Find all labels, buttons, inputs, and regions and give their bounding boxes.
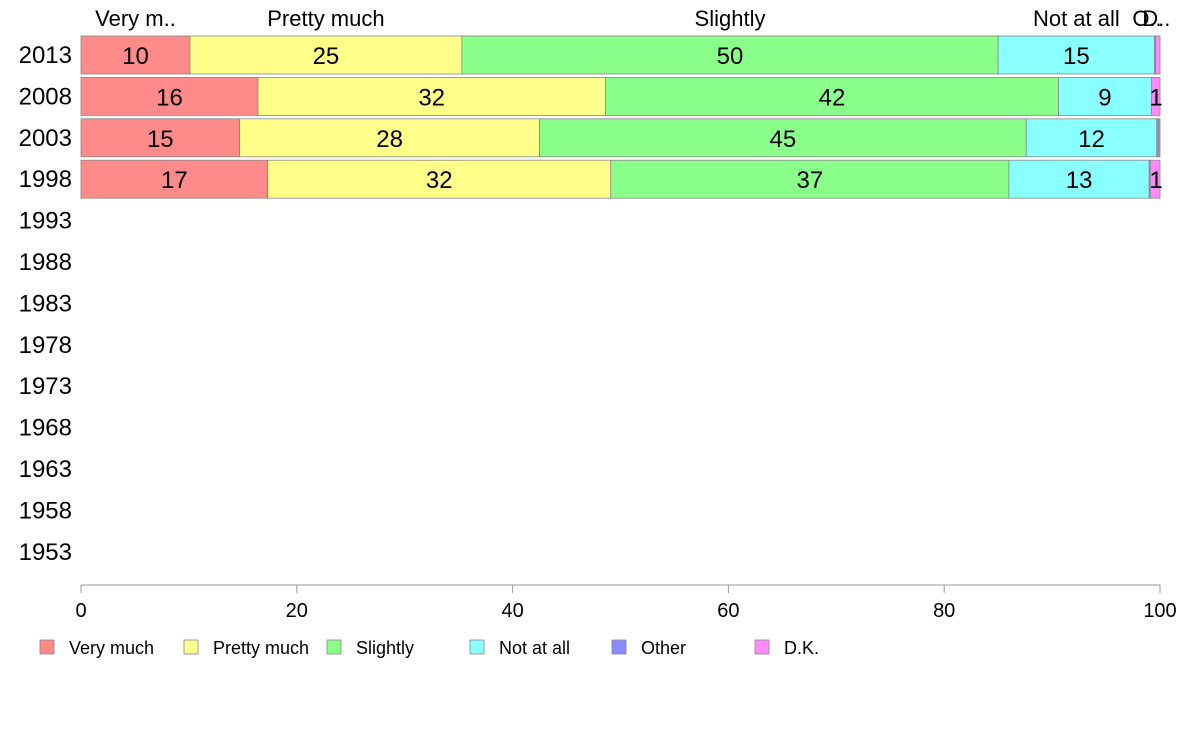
- bar-value-label: 16: [156, 84, 183, 111]
- legend-label: D.K.: [784, 638, 819, 658]
- y-tick-label: 1953: [19, 539, 72, 566]
- bar-value-label: 17: [161, 167, 188, 194]
- y-tick-label: 1983: [19, 290, 72, 317]
- legend-label: Other: [641, 638, 686, 658]
- bar-segment: [189, 35, 463, 75]
- y-tick-label: 1998: [19, 166, 72, 193]
- bars: 10 25 50 15 16 32 42 9 1 15 28 45 12 17 32 37 13 1: [80, 35, 1163, 199]
- bar-segment: [1149, 159, 1161, 199]
- top-label: O..: [1132, 6, 1161, 31]
- bar-segment: [80, 118, 241, 158]
- x-tick-label: 40: [501, 600, 523, 622]
- top-category-labels: Very m.. Pretty much Slightly Not at all O..…: [95, 6, 1170, 31]
- bar-segment: [604, 77, 1059, 116]
- bar-segment: [539, 118, 1027, 158]
- x-tick-label: 20: [286, 600, 308, 622]
- bar-value-label: 1: [1149, 84, 1162, 111]
- legend-swatch: [183, 639, 199, 655]
- y-tick-label: 1968: [19, 415, 72, 442]
- legend-swatch: [754, 639, 770, 655]
- bar-value-label: 32: [418, 84, 445, 111]
- y-tick-label: 1993: [19, 208, 72, 235]
- bar-segment: [610, 159, 1010, 199]
- legend-label: Not at all: [499, 638, 570, 658]
- y-tick-label: 1958: [19, 497, 72, 524]
- top-label: Slightly: [695, 6, 766, 31]
- legend-swatch: [326, 639, 342, 655]
- y-tick-label: 2008: [19, 83, 72, 110]
- bar-segment: [1008, 159, 1150, 199]
- bar-value-label: 1: [1149, 167, 1162, 194]
- y-tick-label: 1978: [19, 332, 72, 359]
- y-tick-label: 1988: [19, 249, 72, 276]
- bar-segment: [80, 35, 191, 75]
- x-tick-label: 0: [75, 600, 86, 622]
- bar-value-label: 32: [426, 167, 453, 194]
- x-tick-label: 60: [717, 600, 739, 622]
- bar-value-label: 42: [819, 84, 846, 111]
- bar-segment: [1150, 77, 1161, 116]
- bar-segment: [80, 159, 269, 199]
- top-label: Very m..: [95, 6, 176, 31]
- bar-segment: [267, 159, 612, 199]
- bar-value-label: 50: [717, 43, 744, 70]
- bar-value-label: 28: [376, 126, 403, 153]
- y-tick-label: 2013: [19, 42, 72, 69]
- bar-segment: [239, 118, 540, 158]
- bar-segment: [257, 77, 606, 116]
- bar-value-label: 10: [122, 43, 149, 70]
- bar-value-label: 13: [1066, 167, 1093, 194]
- x-tick-label: 80: [933, 600, 955, 622]
- bar-value-label: 15: [147, 126, 174, 153]
- legend-label: Slightly: [356, 638, 414, 658]
- y-axis: 2013 2008 2003 1998 1993 1988 1983 1978 1973 1968…: [19, 42, 72, 566]
- top-label: D..: [1142, 6, 1170, 31]
- bar-segment: [461, 35, 999, 75]
- bar-segment: [1058, 77, 1152, 116]
- legend: Very much Pretty much Slightly Not at all Ot…: [39, 638, 819, 658]
- bar-value-label: 25: [313, 43, 340, 70]
- bar-value-label: 9: [1098, 84, 1111, 111]
- x-axis: 0 20 40 60 80 100: [75, 584, 1177, 622]
- bar-segment: [1025, 118, 1158, 158]
- y-tick-label: 1973: [19, 373, 72, 400]
- bar-value-label: 45: [770, 126, 797, 153]
- top-label: Pretty much: [267, 6, 384, 31]
- bar-segment: [80, 77, 259, 116]
- x-tick-label: 100: [1143, 600, 1176, 622]
- bar-segment: [1155, 35, 1161, 75]
- legend-swatch: [611, 639, 627, 655]
- y-tick-label: 1963: [19, 456, 72, 483]
- bar-value-label: 15: [1063, 43, 1090, 70]
- bar-value-label: 12: [1078, 126, 1105, 153]
- bar-segment: [1158, 118, 1161, 158]
- bar-value-label: 37: [797, 167, 824, 194]
- legend-swatch: [469, 639, 485, 655]
- legend-label: Pretty much: [213, 638, 309, 658]
- legend-swatch: [39, 639, 55, 655]
- y-tick-label: 2003: [19, 125, 72, 152]
- legend-label: Very much: [69, 638, 154, 658]
- bar-segment: [997, 35, 1156, 75]
- top-label: Not at all: [1033, 6, 1120, 31]
